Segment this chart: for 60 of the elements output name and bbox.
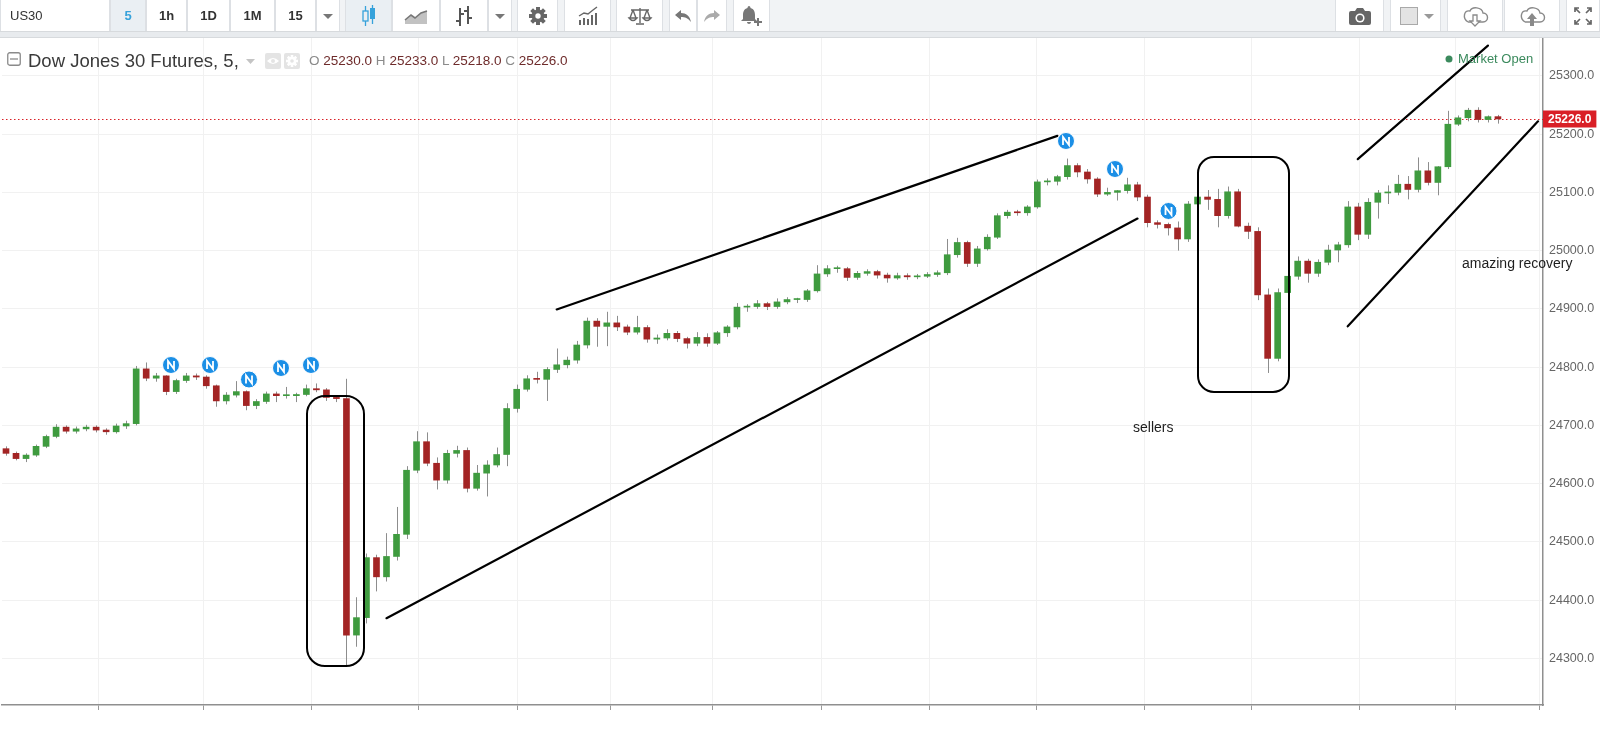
- candlestick: [633, 315, 641, 336]
- candlestick: [142, 361, 150, 382]
- y-tick-label: 24300.0: [1549, 650, 1595, 665]
- candlestick: [393, 506, 400, 562]
- y-tick-label: 25100.0: [1549, 184, 1595, 199]
- candlestick: [1434, 165, 1442, 196]
- candlestick: [1414, 156, 1422, 193]
- candlestick: [1324, 244, 1332, 266]
- text: 1h: [158, 7, 175, 25]
- text: 1D: [200, 7, 217, 25]
- candlestick: [593, 317, 601, 348]
- candlestick: [1134, 181, 1141, 202]
- candlestick: [553, 347, 561, 374]
- text: 15: [288, 7, 303, 25]
- candlestick: [493, 447, 500, 468]
- candlestick: [603, 311, 611, 347]
- candlestick: [1404, 175, 1412, 200]
- candlestick: [1424, 161, 1432, 186]
- candlestick: [1304, 258, 1312, 284]
- y-tick-label: 25200.0: [1549, 126, 1595, 141]
- candlestick: [383, 532, 390, 582]
- candlestick: [1394, 174, 1402, 196]
- candlestick: [1294, 255, 1302, 281]
- text: 5: [124, 7, 132, 25]
- candlestick: [573, 340, 581, 365]
- y-tick-label: 24600.0: [1549, 476, 1595, 491]
- candlestick: [1064, 158, 1071, 181]
- candlestick: [963, 240, 971, 268]
- annotation: sellers: [1133, 418, 1174, 437]
- candlestick: [162, 374, 170, 396]
- candlestick: [543, 366, 551, 402]
- candlestick: [1334, 241, 1342, 263]
- candlestick: [953, 237, 961, 259]
- y-tick-label: 24700.0: [1549, 417, 1595, 432]
- candlestick: [373, 554, 380, 592]
- candlestick: [993, 212, 1001, 240]
- candlestick: [513, 384, 520, 414]
- y-tick-label: 24800.0: [1549, 359, 1595, 374]
- candlestick: [1214, 188, 1221, 228]
- text: US30: [10, 7, 43, 25]
- candlestick: [1094, 176, 1101, 198]
- text: Dow Jones 30 Futures, 5,: [28, 49, 239, 73]
- candlestick: [943, 238, 951, 276]
- candlestick: [473, 464, 480, 492]
- text: 1M: [243, 7, 262, 25]
- candlestick: [1174, 221, 1181, 252]
- candlestick: [973, 245, 981, 268]
- candlestick: [1374, 189, 1382, 220]
- candlestick: [242, 389, 250, 411]
- candlestick: [1204, 189, 1211, 211]
- text: O 25230.0 H 25233.0 L 25218.0 C 25226.0: [309, 53, 568, 68]
- y-tick-label: 24400.0: [1549, 592, 1595, 607]
- y-tick-label: 24900.0: [1549, 301, 1595, 316]
- candlestick: [353, 596, 360, 648]
- candlestick: [423, 431, 430, 467]
- y-tick-label: 25300.0: [1549, 68, 1595, 83]
- candlestick: [483, 459, 490, 497]
- candlestick: [433, 456, 440, 490]
- y-tick-label: 24500.0: [1549, 534, 1595, 549]
- ref-line-label: 25226.0: [1548, 111, 1592, 126]
